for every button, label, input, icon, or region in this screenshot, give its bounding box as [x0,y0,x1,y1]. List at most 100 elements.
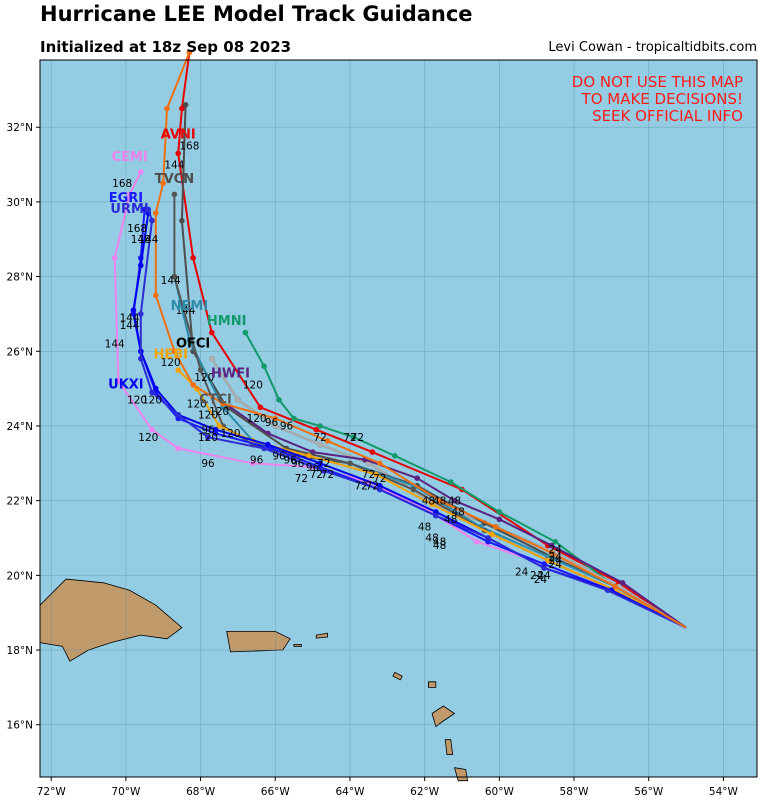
track-point [261,363,267,370]
hour-label: 96 [265,417,279,429]
lat-tick-label: 22°N [7,496,33,508]
track-point [377,460,383,467]
model-label-tvcn: TVCN [155,172,194,187]
track-point [321,468,327,474]
track-point [205,434,211,441]
track-point [451,497,458,504]
hour-label: 96 [201,424,215,436]
track-point [324,438,331,444]
track-line-orange [154,52,687,629]
hour-label: 72 [351,432,364,444]
track-point [414,475,421,482]
lat-tick-label: 18°N [7,645,33,657]
hour-label: 72 [321,469,334,481]
hour-label: 168 [127,223,147,235]
model-label-hebi: HEBI [153,348,188,363]
virgin-islands-land [315,632,328,639]
track-point [235,397,241,403]
lat-tick-label: 16°N [7,720,33,732]
lon-tick-label: 62°W [410,786,440,798]
track-point [190,255,196,261]
track-point [164,105,170,112]
hour-label: 48 [433,537,446,549]
hour-label: 24 [549,551,563,563]
lon-tick-label: 70°W [111,786,141,798]
track-point [175,412,181,418]
hour-label: 120 [198,410,218,422]
hour-label: 48 [448,495,461,507]
track-point [317,423,323,429]
model-label-nemi: NEMI [171,299,209,314]
model-label-cemi: CEMI [111,150,147,165]
model-tracks [111,49,687,629]
martinique-land [453,767,469,782]
track-point [612,583,618,590]
lon-tick-label: 54°W [709,786,739,798]
hour-label: 144 [120,312,140,324]
warning-line-1: DO NOT USE THIS MAP [572,73,743,91]
track-point [272,415,279,422]
warning-line-3: SEEK OFFICIAL INFO [592,107,743,125]
hour-label: 96 [201,458,215,470]
hour-label: 24 [549,544,563,556]
lat-lon-grid [40,60,757,777]
hour-label: 96 [272,451,286,463]
track-point [186,49,193,56]
dominica-land [444,739,454,755]
track-point [619,580,626,586]
warning-line-2: TO MAKE DECISIONS! [581,90,743,108]
hour-label: 24 [515,566,529,578]
track-point [175,150,181,157]
track-point [272,423,279,429]
init-time-subtitle: Initialized at 18z Sep 08 2023 [40,38,292,56]
track-point [216,423,222,429]
track-point [153,385,159,392]
model-label-hmni: HMNI [207,314,247,329]
track-point [149,217,155,224]
track-point [369,449,376,455]
antigua-land [427,681,437,688]
track-point [265,441,271,448]
track-point [130,307,137,314]
track-point [306,453,312,459]
hour-label: 144 [138,234,158,246]
hour-label: 24 [549,559,563,571]
track-point [212,426,219,433]
hour-label: 48 [433,495,446,507]
lat-tick-label: 30°N [7,197,33,209]
track-point [474,538,480,545]
lat-tick-label: 26°N [7,346,33,358]
lon-tick-label: 58°W [560,786,590,798]
lat-tick-label: 28°N [7,272,33,284]
hour-label: 144 [176,305,196,317]
lon-tick-label: 66°W [261,786,291,798]
hour-label: 120 [220,428,240,440]
model-label-ofci: OFCI [176,337,210,352]
forecast-hour-labels: 1681441681681481441441441441441441201201… [105,141,563,586]
page-title: Hurricane LEE Model Track Guidance [40,2,473,26]
track-point [317,441,323,448]
hour-label: 48 [452,507,465,519]
track-point [489,531,495,538]
track-line-avni [177,52,687,629]
track-point [291,415,297,422]
model-label-egri: EGRI [109,191,143,206]
lat-tick-label: 32°N [7,122,33,134]
hour-label: 24 [537,570,551,582]
track-point [175,445,181,452]
track-point [257,404,264,411]
lon-tick-label: 64°W [335,786,365,798]
lon-tick-label: 60°W [485,786,515,798]
hour-label: 48 [418,522,431,534]
hour-label: 96 [306,462,320,474]
hour-label: 120 [138,432,158,444]
track-point [373,471,379,478]
track-point [410,486,417,493]
hour-label: 96 [284,454,298,466]
track-point [317,460,323,467]
hour-label: 24 [549,555,563,567]
track-point [436,497,443,504]
hour-label: 120 [161,357,181,369]
